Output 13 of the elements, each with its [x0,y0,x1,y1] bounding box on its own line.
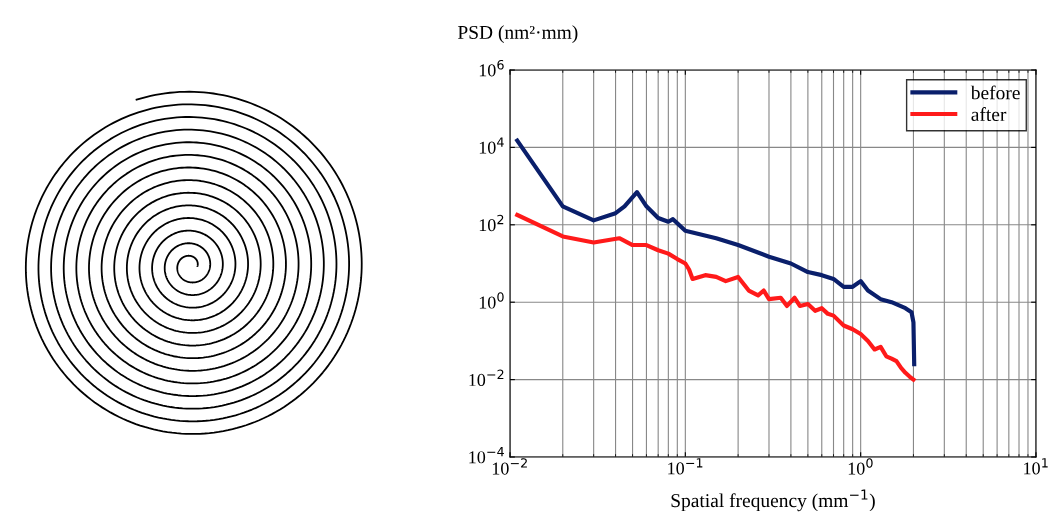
y-tick-label: 10$^{6}$ [479,59,504,77]
legend-label: before [970,85,1020,100]
y-tick-label: 10$^{−2}$ [469,369,504,387]
y-tick-label: 10$^{2}$ [479,214,504,232]
y-tick-label: 10$^{4}$ [479,137,504,154]
legend-label: after [971,107,1007,121]
y-axis-title: PSD (nm²·mm) [457,25,578,43]
x-tick-label: 10$^{0}$ [848,458,873,475]
x-tick-label: 10$^{−2}$ [492,458,527,475]
x-axis-title: Spatial frequency (mm$^{−1}$) [671,489,875,512]
x-tick-label: 10$^{−1}$ [668,458,703,475]
y-tick-label: 10$^{0}$ [479,292,504,309]
x-tick-label: 10$^{1}$ [1024,458,1048,475]
